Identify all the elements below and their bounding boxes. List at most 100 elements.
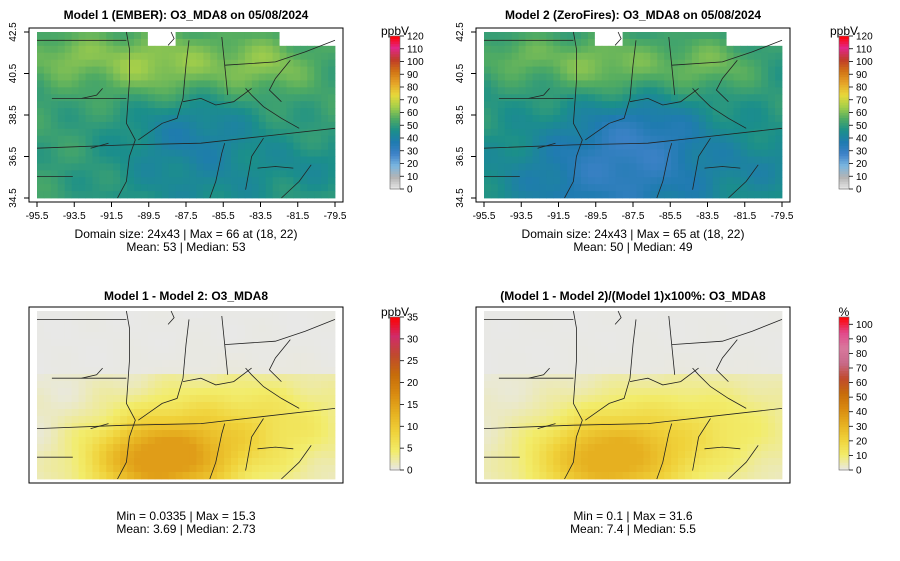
heatmap-cell <box>615 395 623 403</box>
heatmap-cell <box>532 135 540 144</box>
heatmap-cell <box>705 472 714 480</box>
heatmap-cell <box>608 121 617 130</box>
heatmap-cell <box>244 458 253 466</box>
heatmap-cell <box>629 38 637 47</box>
colorbar-segment <box>390 84 400 88</box>
heatmap-cell <box>43 374 52 382</box>
heatmap-cell <box>224 353 232 361</box>
heatmap-cell <box>490 184 499 192</box>
heatmap-cell <box>328 115 336 123</box>
colorbar-segment <box>390 342 400 346</box>
heatmap-cell <box>504 395 513 403</box>
heatmap-cell <box>237 451 246 459</box>
heatmap-cell <box>78 409 86 417</box>
colorbar-segment <box>390 347 400 351</box>
heatmap-cell <box>106 339 114 347</box>
heatmap-cell <box>761 108 769 116</box>
heatmap-cell <box>719 409 727 417</box>
heatmap-cell <box>154 430 163 438</box>
heatmap-cell <box>546 360 554 368</box>
heatmap-cell <box>518 94 526 102</box>
heatmap-cell <box>78 170 86 178</box>
heatmap-cell <box>629 163 637 171</box>
heatmap-cell <box>684 101 693 109</box>
heatmap-cell <box>650 94 658 102</box>
heatmap-cell <box>775 437 783 445</box>
heatmap-cell <box>587 430 596 438</box>
heatmap-cell <box>196 402 204 410</box>
heatmap-cell <box>106 472 114 480</box>
colorbar-segment <box>839 352 849 356</box>
heatmap-cell <box>553 94 561 102</box>
heatmap-cell <box>217 73 225 81</box>
heatmap-cell <box>64 423 73 431</box>
heatmap-cell <box>636 388 644 396</box>
heatmap-cell <box>532 38 540 47</box>
heatmap-cell <box>581 73 589 81</box>
colorbar-tick-label: 120 <box>856 32 873 43</box>
heatmap-cell <box>99 73 107 81</box>
heatmap-cell <box>244 73 253 81</box>
heatmap-cell <box>664 101 672 109</box>
heatmap-cell <box>106 59 114 67</box>
stats-line: Mean: 3.69 | Median: 2.73 <box>116 522 256 536</box>
heatmap-cell <box>189 184 197 192</box>
heatmap-cell <box>92 115 100 123</box>
heatmap-cell <box>78 402 86 410</box>
heatmap-cell <box>258 374 267 382</box>
heatmap-cell <box>754 388 762 396</box>
heatmap-cell <box>328 451 336 459</box>
heatmap-cell <box>775 339 783 347</box>
heatmap-cell <box>99 409 107 417</box>
heatmap-cell <box>691 38 700 47</box>
colorbar-segment <box>839 421 849 425</box>
heatmap-cell <box>615 458 623 466</box>
heatmap-cell <box>134 94 142 102</box>
heatmap-cell <box>650 465 658 473</box>
heatmap-cell <box>761 465 769 473</box>
colorbar-segment <box>839 130 849 134</box>
heatmap-cell <box>244 163 253 171</box>
heatmap-cell <box>671 437 679 445</box>
state-border-line <box>90 142 109 149</box>
heatmap-cell <box>636 87 644 95</box>
heatmap-cell <box>705 115 714 123</box>
heatmap-cell <box>265 149 274 157</box>
heatmap-cell <box>546 177 554 185</box>
heatmap-cell <box>85 184 93 192</box>
heatmap-cell <box>691 101 700 109</box>
heatmap-cell <box>629 430 637 438</box>
heatmap-cell <box>684 311 693 319</box>
heatmap-cell <box>154 332 163 340</box>
heatmap-cell <box>574 80 582 88</box>
heatmap-cell <box>314 156 322 164</box>
heatmap-cell <box>300 339 308 347</box>
heatmap-cell <box>314 45 322 54</box>
heatmap-cell <box>629 66 637 74</box>
heatmap-cell <box>775 45 783 54</box>
heatmap-cell <box>175 451 183 459</box>
heatmap-cell <box>705 170 714 178</box>
heatmap-cell <box>92 409 100 417</box>
heatmap-cell <box>237 149 246 157</box>
heatmap-cell <box>719 101 727 109</box>
heatmap-cell <box>587 142 596 150</box>
state-border-line <box>728 164 759 199</box>
heatmap-cell <box>601 38 610 47</box>
heatmap-cell <box>307 472 315 480</box>
heatmap-cell <box>175 32 183 40</box>
heatmap-cell <box>224 184 232 192</box>
heatmap-cell <box>134 108 142 116</box>
heatmap-cell <box>719 360 727 368</box>
heatmap-cell <box>546 108 554 116</box>
heatmap-cell <box>37 94 45 102</box>
colorbar-segment <box>390 390 400 394</box>
heatmap-cell <box>140 339 149 347</box>
heatmap-cell <box>733 430 741 438</box>
heatmap-cell <box>726 311 734 319</box>
heatmap-cell <box>314 409 322 417</box>
heatmap-cell <box>608 444 617 452</box>
heatmap-cell <box>643 332 651 340</box>
heatmap-cell <box>560 115 568 123</box>
heatmap-cell <box>678 430 686 438</box>
